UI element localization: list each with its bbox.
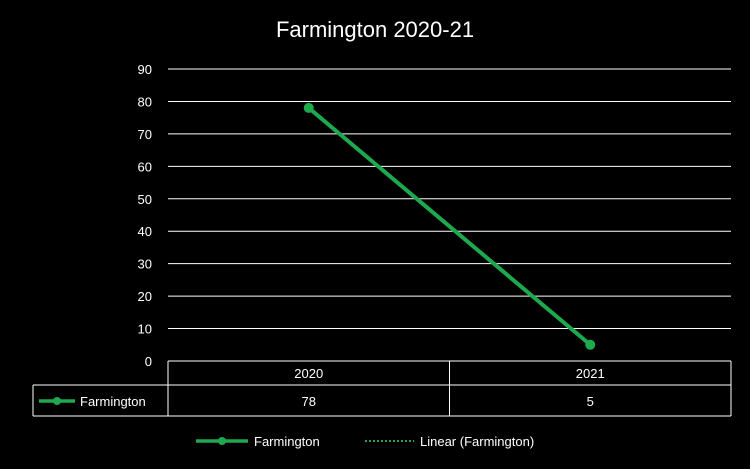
data-table-legend-key-marker: [53, 397, 61, 405]
y-tick-label-10: 10: [138, 322, 152, 337]
category-label-2020: 2020: [294, 366, 323, 381]
data-point-2021: [585, 339, 596, 350]
y-tick-label-70: 70: [138, 127, 152, 142]
y-tick-label-60: 60: [138, 159, 152, 174]
gridlines: [168, 68, 731, 330]
legend-key-marker-farmington: [218, 437, 226, 445]
y-tick-label-0: 0: [145, 354, 152, 369]
data-table-value-2021: 5: [587, 394, 594, 409]
trendline-linear: [308, 107, 591, 346]
y-axis-ticks: 0 10 20 30 40 50 60 70 80 90: [138, 62, 152, 369]
y-tick-label-40: 40: [138, 224, 152, 239]
category-label-2021: 2021: [576, 366, 605, 381]
legend-label-trendline: Linear (Farmington): [420, 434, 534, 449]
series-farmington: [303, 102, 596, 350]
legend-label-farmington: Farmington: [254, 434, 320, 449]
y-tick-label-50: 50: [138, 192, 152, 207]
data-table: 2020 2021 Farmington 78 5: [32, 360, 732, 417]
y-tick-label-20: 20: [138, 289, 152, 304]
y-tick-label-90: 90: [138, 62, 152, 77]
chart-title: Farmington 2020-21: [276, 17, 474, 42]
y-tick-label-30: 30: [138, 257, 152, 272]
data-table-series-name: Farmington: [80, 394, 146, 409]
legend: Farmington Linear (Farmington): [196, 434, 534, 449]
y-tick-label-80: 80: [138, 94, 152, 109]
data-table-value-2020: 78: [302, 394, 316, 409]
data-point-2020: [303, 102, 314, 113]
